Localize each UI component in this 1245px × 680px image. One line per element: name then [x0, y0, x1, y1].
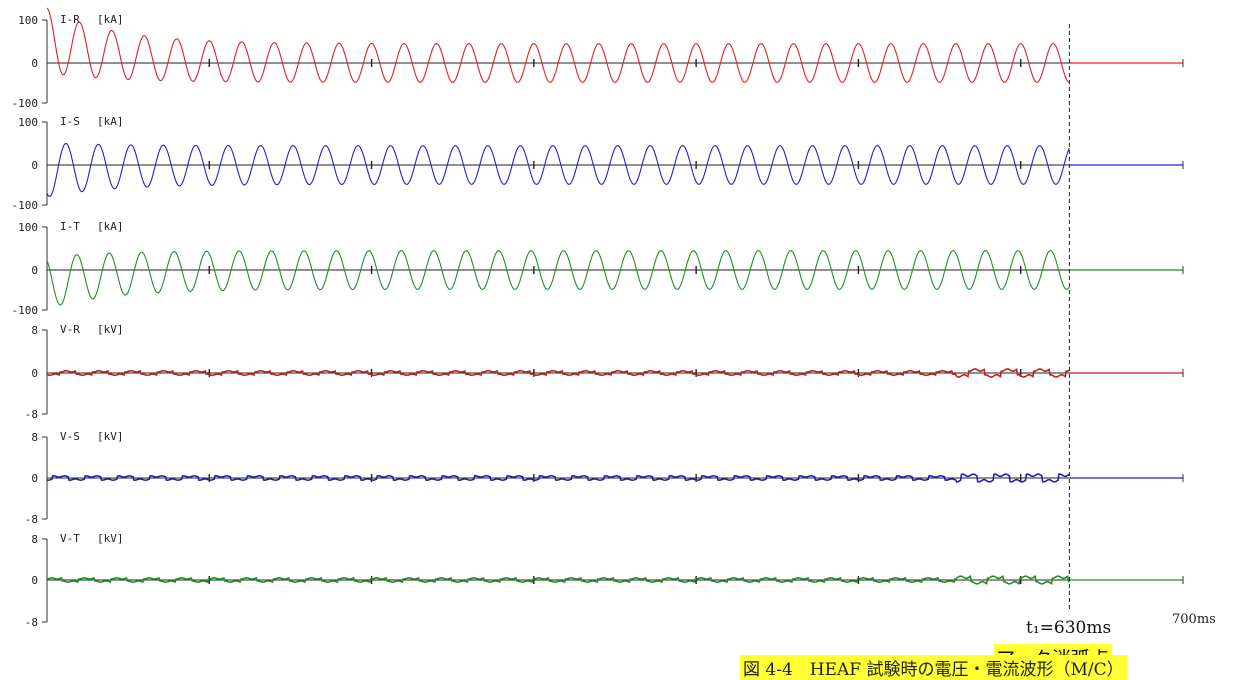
y-tick-label-V-R-2: -8 — [25, 408, 38, 421]
y-tick-label-V-R-1: 0 — [31, 367, 38, 380]
series-line-V-S — [46, 473, 1070, 483]
panel-unit-V-T: [kV] — [97, 532, 124, 545]
y-tick-label-I-T-1: 0 — [31, 264, 38, 277]
y-tick-label-I-S-1: 0 — [31, 159, 38, 172]
y-tick-label-I-S-0: 100 — [18, 116, 38, 129]
panel-label-V-T: V-T — [60, 532, 80, 545]
panel-unit-I-S: [kA] — [97, 115, 124, 128]
y-tick-label-V-S-2: -8 — [25, 513, 38, 526]
marker-label: t₁=630ms — [1026, 618, 1112, 638]
y-tick-label-V-T-2: -8 — [25, 616, 38, 629]
y-tick-label-I-R-1: 0 — [31, 57, 38, 70]
panel-label-V-S: V-S — [60, 430, 80, 443]
y-tick-label-I-T-2: -100 — [12, 304, 39, 317]
panel-unit-I-R: [kA] — [97, 13, 124, 26]
series-line-I-T — [46, 250, 1070, 306]
y-tick-label-V-S-1: 0 — [31, 472, 38, 485]
y-tick-label-V-T-1: 0 — [31, 574, 38, 587]
y-tick-label-V-T-0: 8 — [31, 533, 38, 546]
series-line-I-S — [46, 142, 1070, 198]
y-tick-label-I-R-0: 100 — [18, 14, 38, 27]
x-end-label: 700ms — [1172, 612, 1216, 627]
y-tick-label-V-S-0: 8 — [31, 431, 38, 444]
series-line-V-R — [46, 368, 1070, 378]
panel-unit-V-S: [kV] — [97, 430, 124, 443]
panel-unit-I-T: [kA] — [97, 220, 124, 233]
y-tick-label-I-S-2: -100 — [12, 199, 39, 212]
panel-label-I-T: I-T — [60, 220, 80, 233]
panel-label-I-R: I-R — [60, 13, 80, 26]
panel-label-I-S: I-S — [60, 115, 80, 128]
panel-unit-V-R: [kV] — [97, 323, 124, 336]
figure-caption: 図 4-4 HEAF 試験時の電圧・電流波形（M/C） — [740, 655, 1127, 680]
series-line-V-T — [46, 575, 1070, 585]
panel-label-V-R: V-R — [60, 323, 80, 336]
series-line-I-R — [46, 7, 1070, 83]
y-tick-label-I-R-2: -100 — [12, 97, 39, 110]
y-tick-label-I-T-0: 100 — [18, 221, 38, 234]
y-tick-label-V-R-0: 8 — [31, 324, 38, 337]
